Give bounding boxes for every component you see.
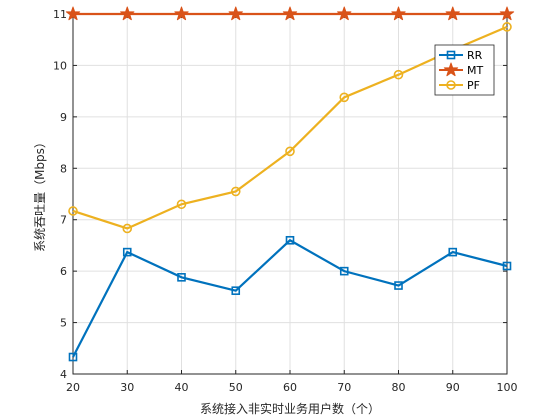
data-point-mt — [65, 6, 81, 21]
series-rr — [68, 235, 512, 362]
x-tick-label: 60 — [283, 381, 297, 394]
y-tick-label: 8 — [60, 162, 67, 175]
data-point-pf — [122, 223, 133, 234]
data-point-mt — [445, 6, 460, 21]
legend-item-mt: MT — [439, 62, 483, 77]
y-tick-label: 6 — [60, 265, 67, 278]
data-point-mt — [499, 6, 515, 21]
x-tick-label: 20 — [66, 381, 80, 394]
legend-marker-pf — [446, 80, 456, 90]
legend-marker-mt — [443, 62, 459, 77]
data-point-pf — [285, 146, 295, 157]
legend-label-pf: PF — [467, 79, 480, 92]
data-point-rr — [231, 286, 241, 295]
y-tick-label: 7 — [60, 214, 67, 227]
data-point-pf — [176, 199, 187, 210]
x-tick-label: 100 — [497, 381, 518, 394]
data-point-mt — [391, 6, 406, 21]
data-point-pf — [230, 186, 241, 197]
data-point-mt — [120, 6, 135, 21]
data-point-rr — [122, 247, 132, 257]
data-point-mt — [282, 6, 298, 21]
x-tick-label: 90 — [446, 381, 460, 394]
data-point-mt — [228, 6, 243, 21]
legend-marker-rr — [446, 50, 456, 60]
legend: RR MT PF — [434, 44, 495, 96]
legend-item-pf: PF — [439, 79, 480, 92]
data-point-rr — [339, 266, 349, 276]
y-axis-label: 系统吞吐量（Mbps） — [33, 136, 47, 252]
data-point-mt — [337, 6, 352, 21]
y-tick-label: 4 — [60, 368, 67, 381]
data-point-rr — [502, 261, 512, 271]
data-point-pf — [393, 69, 404, 80]
y-tick-label: 10 — [53, 59, 67, 72]
data-point-rr — [68, 352, 78, 362]
data-point-rr — [285, 235, 295, 245]
x-tick-label: 50 — [229, 381, 243, 394]
y-tick-label: 11 — [53, 8, 67, 21]
data-point-pf — [339, 92, 350, 103]
x-axis-label: 系统接入非实时业务用户数（个） — [200, 401, 380, 416]
data-point-pf — [68, 206, 78, 216]
axes: 20 30 40 50 60 70 80 90 100 4 5 6 7 8 9 10 11 — [53, 8, 518, 394]
data-point-rr — [177, 273, 186, 282]
series-mt — [65, 6, 515, 21]
y-tick-label: 9 — [60, 111, 67, 124]
x-tick-label: 80 — [392, 381, 406, 394]
data-point-mt — [174, 6, 189, 21]
data-point-rr — [448, 247, 458, 257]
x-tick-label: 30 — [120, 381, 134, 394]
data-point-rr — [394, 281, 403, 290]
legend-label-mt: MT — [467, 64, 483, 77]
legend-item-rr: RR — [439, 49, 483, 62]
x-tick-label: 70 — [337, 381, 351, 394]
x-tick-label: 40 — [175, 381, 189, 394]
legend-label-rr: RR — [467, 49, 483, 62]
data-point-pf — [502, 22, 512, 32]
y-tick-label: 5 — [60, 317, 67, 330]
series-line-rr — [72, 238, 508, 358]
